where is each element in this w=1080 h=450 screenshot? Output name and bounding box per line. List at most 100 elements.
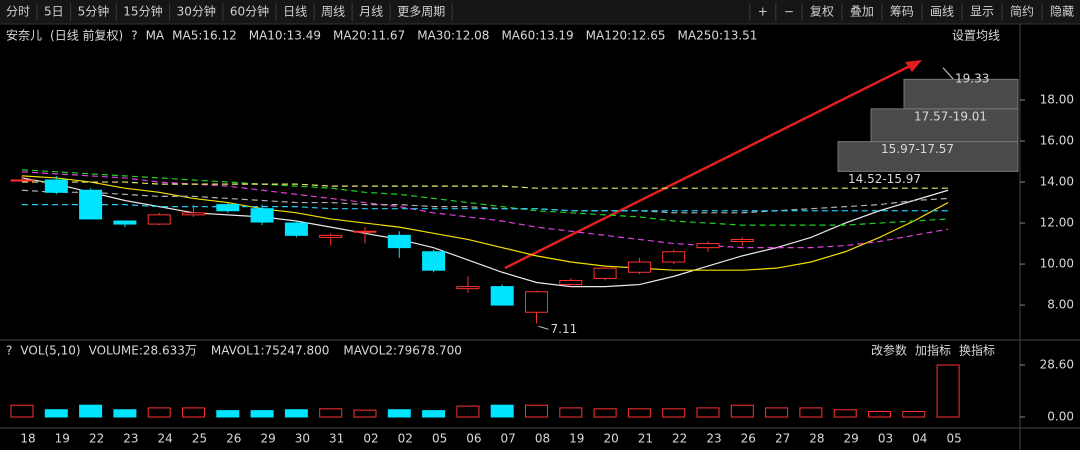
volume-bar	[113, 409, 137, 418]
volume-bar	[79, 404, 103, 418]
period-tab[interactable]: 30分钟	[177, 4, 216, 19]
x-tick-label: 23	[706, 432, 721, 446]
volume-bar	[387, 409, 411, 418]
indicator-button[interactable]: 换指标	[959, 343, 995, 358]
y-tick-label: 18.00	[1040, 93, 1074, 107]
ma-legend: MA10:13.49	[249, 29, 321, 43]
volume-bar	[182, 407, 205, 418]
tool-button[interactable]: 叠加	[850, 5, 874, 19]
candle-body	[456, 286, 480, 290]
ma-line	[22, 203, 949, 212]
volume-bar	[456, 405, 480, 418]
chip-zone	[903, 78, 1019, 110]
x-tick-label: 06	[466, 432, 481, 446]
price-title: 安奈儿	[6, 28, 42, 43]
x-tick-label: 28	[809, 432, 824, 446]
indicator-button[interactable]: 加指标	[915, 343, 951, 358]
period-tab[interactable]: 月线	[359, 5, 383, 19]
trend-arrow-head	[905, 60, 922, 72]
x-tick-label: 18	[20, 432, 35, 446]
candle-body	[422, 251, 446, 271]
tool-button[interactable]: 简约	[1010, 4, 1034, 19]
period-tab[interactable]: 日线	[283, 5, 307, 19]
x-tick-label: 22	[89, 432, 104, 446]
tool-button[interactable]: 复权	[810, 5, 834, 19]
x-tick-label: 24	[158, 432, 173, 446]
ma-legend: MA60:13.19	[501, 29, 573, 43]
x-tick-label: 02	[398, 432, 413, 446]
volume-bar	[936, 364, 960, 418]
candle-body	[216, 204, 240, 212]
candle-body	[182, 212, 205, 216]
period-tab[interactable]: 5分钟	[78, 4, 110, 19]
volume-bar	[284, 409, 308, 418]
vol-title: VOL(5,10)	[20, 344, 80, 358]
candle-body	[44, 179, 68, 193]
x-tick-label: 19	[55, 432, 70, 446]
volume-bar	[730, 404, 754, 418]
candle-body	[79, 189, 103, 220]
chip-zone	[870, 108, 1019, 143]
volume-bar	[799, 407, 823, 418]
candle-body	[319, 234, 343, 238]
x-tick-label: 26	[226, 432, 241, 446]
y-tick-label: 0.00	[1047, 410, 1074, 424]
x-tick-label: 05	[432, 432, 447, 446]
volume-bar	[422, 410, 446, 418]
tool-button[interactable]: 筹码	[890, 5, 914, 19]
volume-bar	[902, 411, 926, 418]
volume-bar	[525, 404, 548, 418]
ma-legend: MA20:11.67	[333, 29, 405, 43]
tool-button[interactable]: 隐藏	[1050, 5, 1074, 19]
price-help: ?	[131, 29, 137, 43]
volume-bar	[44, 409, 68, 418]
vol-legend: MAVOL1:75247.800	[211, 344, 330, 358]
x-tick-label: 20	[603, 432, 618, 446]
volume-bar	[147, 407, 171, 418]
chip-zone-label: 14.52-15.97	[848, 172, 921, 186]
vol-legend: VOLUME:28.633万	[89, 344, 197, 358]
tool-button[interactable]: −	[784, 5, 794, 19]
period-tab[interactable]: 60分钟	[230, 4, 269, 19]
ma-line	[21, 177, 949, 288]
tool-button[interactable]: 显示	[970, 5, 994, 19]
volume-bar	[10, 404, 34, 418]
indicator-button[interactable]: 改参数	[871, 343, 907, 358]
volume-bar	[833, 409, 857, 418]
y-tick-label: 10.00	[1040, 257, 1074, 271]
period-tab[interactable]: 分时	[6, 5, 30, 19]
ma-legend: MA5:16.12	[172, 29, 237, 43]
period-tab[interactable]: 5日	[44, 5, 64, 19]
tool-button[interactable]: +	[758, 5, 768, 19]
y-tick-label: 16.00	[1040, 134, 1074, 148]
volume-bar	[216, 410, 240, 418]
x-tick-label: 22	[672, 432, 687, 446]
candle-body	[490, 286, 514, 306]
annotation-label: 19.33	[955, 71, 989, 85]
candle-body	[662, 251, 686, 263]
period-tab[interactable]: 周线	[321, 5, 345, 19]
tool-button[interactable]: 画线	[930, 5, 954, 19]
ma-line	[21, 169, 949, 226]
volume-bar	[627, 408, 651, 418]
candle-body	[525, 291, 548, 313]
volume-bar	[319, 408, 343, 418]
candle-body	[593, 267, 617, 279]
x-tick-label: 02	[363, 432, 378, 446]
candle-body	[250, 208, 274, 223]
candle-body	[284, 222, 308, 236]
x-tick-label: 31	[329, 432, 344, 446]
period-tab[interactable]: 15分钟	[123, 4, 162, 19]
x-tick-label: 04	[912, 432, 927, 446]
volume-bar	[593, 408, 617, 418]
period-tab[interactable]: 更多周期	[397, 5, 445, 19]
volume-bar	[868, 411, 891, 418]
candle-body	[559, 279, 583, 286]
price-subtitle: (日线 前复权)	[50, 28, 123, 43]
x-tick-label: 29	[844, 432, 859, 446]
x-tick-label: 30	[295, 432, 310, 446]
annotation-label: 7.11	[551, 322, 578, 336]
settings-button[interactable]: 设置均线	[952, 29, 1000, 43]
volume-bar	[765, 407, 789, 418]
